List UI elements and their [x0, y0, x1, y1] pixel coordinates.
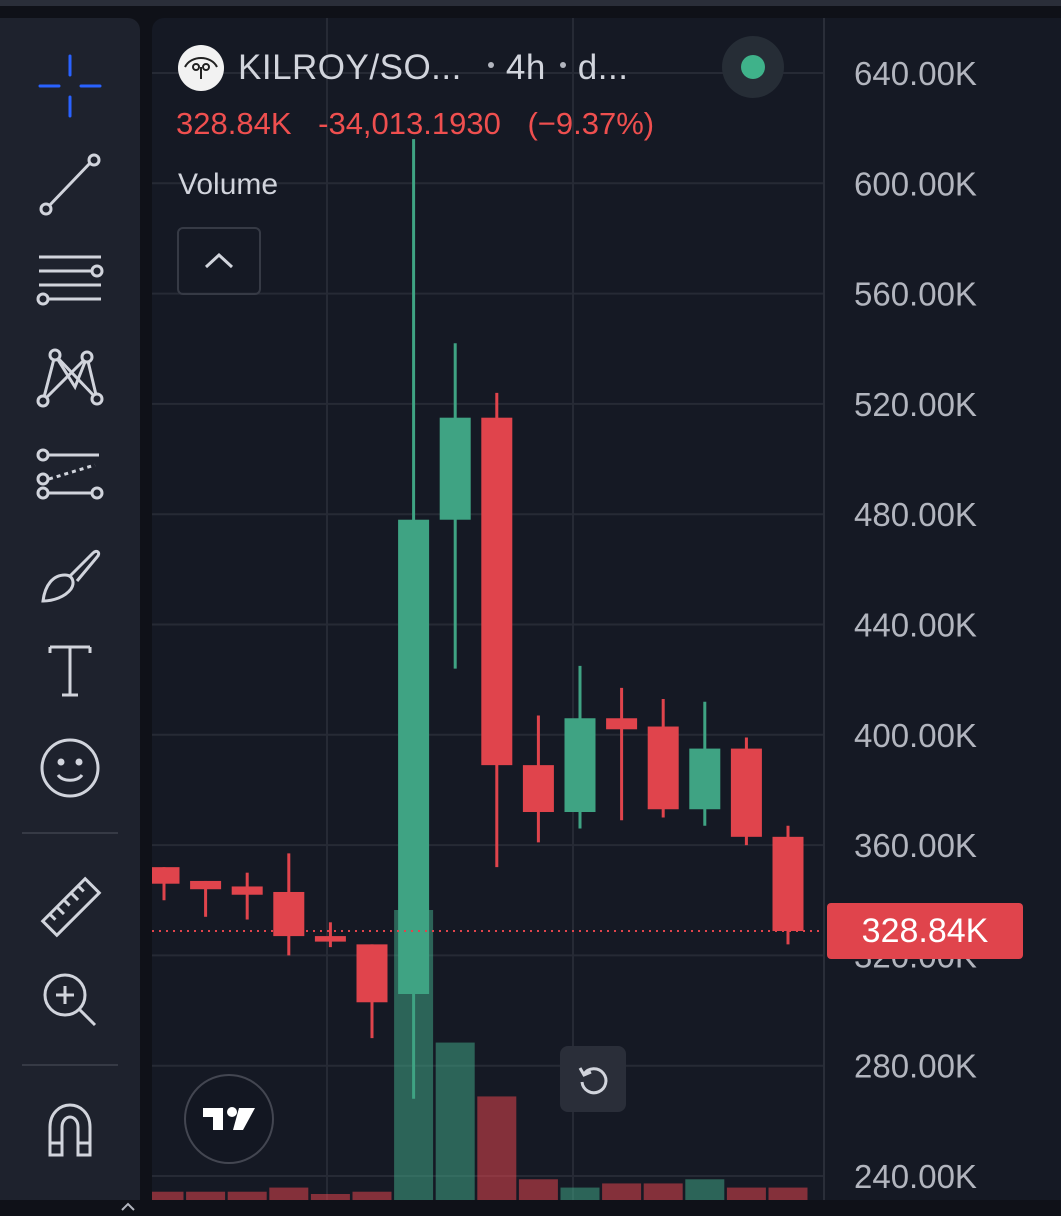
last-price: 328.84K: [176, 106, 292, 141]
toolbar-separator: [22, 1064, 118, 1066]
candlestick-chart[interactable]: 640.00K 600.00K 560.00K 520.00K 480.00K 440.0…: [152, 18, 1061, 1200]
volume-bar: [186, 1191, 226, 1200]
reset-chart-button[interactable]: [560, 1046, 626, 1112]
volume-bar: [602, 1183, 642, 1200]
toolbar-separator: [22, 832, 118, 834]
candle-body: [398, 519, 430, 995]
price-change-percent: (−9.37%): [527, 106, 655, 141]
trend-line-icon[interactable]: [28, 142, 112, 226]
chevron-icon[interactable]: [118, 1196, 138, 1216]
chart-panel[interactable]: 640.00K 600.00K 560.00K 520.00K 480.00K 440.0…: [152, 18, 1061, 1200]
reset-icon: [578, 1067, 608, 1095]
zoom-in-icon[interactable]: [28, 958, 112, 1042]
candle-body: [314, 936, 346, 942]
separator-dot: [487, 62, 494, 68]
volume-bar: [310, 1194, 350, 1200]
volume-bar: [685, 1179, 725, 1200]
candle-body: [772, 836, 804, 932]
volume-bar: [518, 1179, 558, 1200]
candle-body: [190, 880, 222, 890]
candle-body: [356, 944, 388, 1003]
volume-bar: [227, 1191, 267, 1200]
y-tick-label: 640.00K: [854, 55, 977, 92]
candle-body: [730, 748, 762, 837]
ruler-icon[interactable]: [28, 866, 112, 950]
tradingview-icon: [203, 1107, 255, 1130]
volume-bar: [643, 1183, 683, 1200]
market-status-indicator[interactable]: [722, 36, 784, 98]
y-tick-label: 240.00K: [854, 1158, 977, 1195]
price-change: -34,013.1930: [318, 106, 501, 141]
collapse-legend-button[interactable]: [177, 227, 261, 295]
candle-body: [273, 891, 305, 937]
candle-body: [481, 417, 513, 766]
pattern-icon[interactable]: [28, 336, 112, 420]
text-icon[interactable]: [28, 628, 112, 712]
separator-dot: [559, 62, 566, 68]
volume-bar: [435, 1042, 475, 1200]
drawing-toolbar: [0, 18, 140, 1211]
candle-body: [231, 886, 263, 895]
y-tick-label: 560.00K: [854, 276, 977, 313]
last-price-tag: 328.84K: [827, 903, 1023, 960]
symbol-legend[interactable]: KILROY/SO... 4h d...: [178, 44, 628, 92]
volume-bar: [477, 1096, 517, 1200]
top-border: [0, 0, 1061, 6]
forecast-icon[interactable]: [28, 434, 112, 518]
candle-body: [606, 718, 638, 730]
symbol-name[interactable]: KILROY/SO...: [238, 48, 462, 87]
magnet-icon[interactable]: [28, 1090, 112, 1174]
crosshair-icon[interactable]: [28, 44, 112, 128]
exchange-label[interactable]: d...: [577, 48, 629, 87]
status-dot: [741, 55, 765, 79]
y-tick-label: 520.00K: [854, 386, 977, 423]
y-tick-label: 400.00K: [854, 717, 977, 754]
volume-bar: [269, 1187, 309, 1200]
y-tick-label: 280.00K: [854, 1048, 977, 1085]
y-tick-label: 360.00K: [854, 827, 977, 864]
candle-body: [564, 718, 596, 813]
fib-retracement-icon[interactable]: [28, 238, 112, 322]
candle-body: [522, 765, 554, 813]
tradingview-logo[interactable]: [184, 1074, 274, 1164]
volume-indicator-label[interactable]: Volume: [178, 168, 279, 201]
candle-body: [439, 417, 471, 520]
chevron-up-icon: [204, 252, 234, 269]
brush-icon[interactable]: [28, 532, 112, 616]
token-logo: [178, 45, 224, 91]
volume-bar: [768, 1187, 808, 1200]
volume-bar: [352, 1191, 392, 1200]
y-tick-label: 600.00K: [854, 165, 977, 202]
interval-label[interactable]: 4h: [505, 48, 546, 87]
volume-bar: [152, 1191, 184, 1200]
volume-bar: [726, 1187, 766, 1200]
y-tick-label: 440.00K: [854, 607, 977, 644]
candle-body: [647, 726, 679, 810]
price-legend: 328.84K -34,013.1930 (−9.37%): [176, 106, 654, 142]
emoji-icon[interactable]: [28, 726, 112, 810]
y-tick-label: 480.00K: [854, 496, 977, 533]
candle-body: [689, 748, 721, 810]
candle-body: [152, 867, 180, 884]
volume-bar: [560, 1187, 600, 1200]
